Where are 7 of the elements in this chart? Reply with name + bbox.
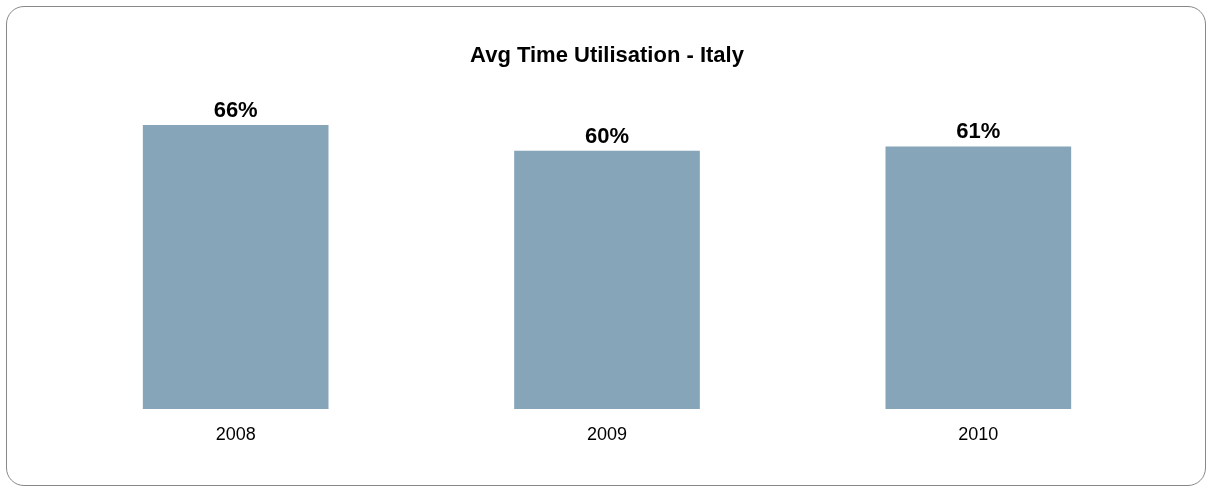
data-label: 60% <box>584 122 630 148</box>
data-label: 66% <box>213 96 258 122</box>
x-tick-label: 2009 <box>586 424 628 444</box>
chart-title: Avg Time Utilisation - Italy <box>470 41 745 67</box>
x-tick-label: 2008 <box>215 424 256 444</box>
x-tick-label: 2010 <box>958 424 999 444</box>
data-label: 61% <box>956 118 1001 144</box>
